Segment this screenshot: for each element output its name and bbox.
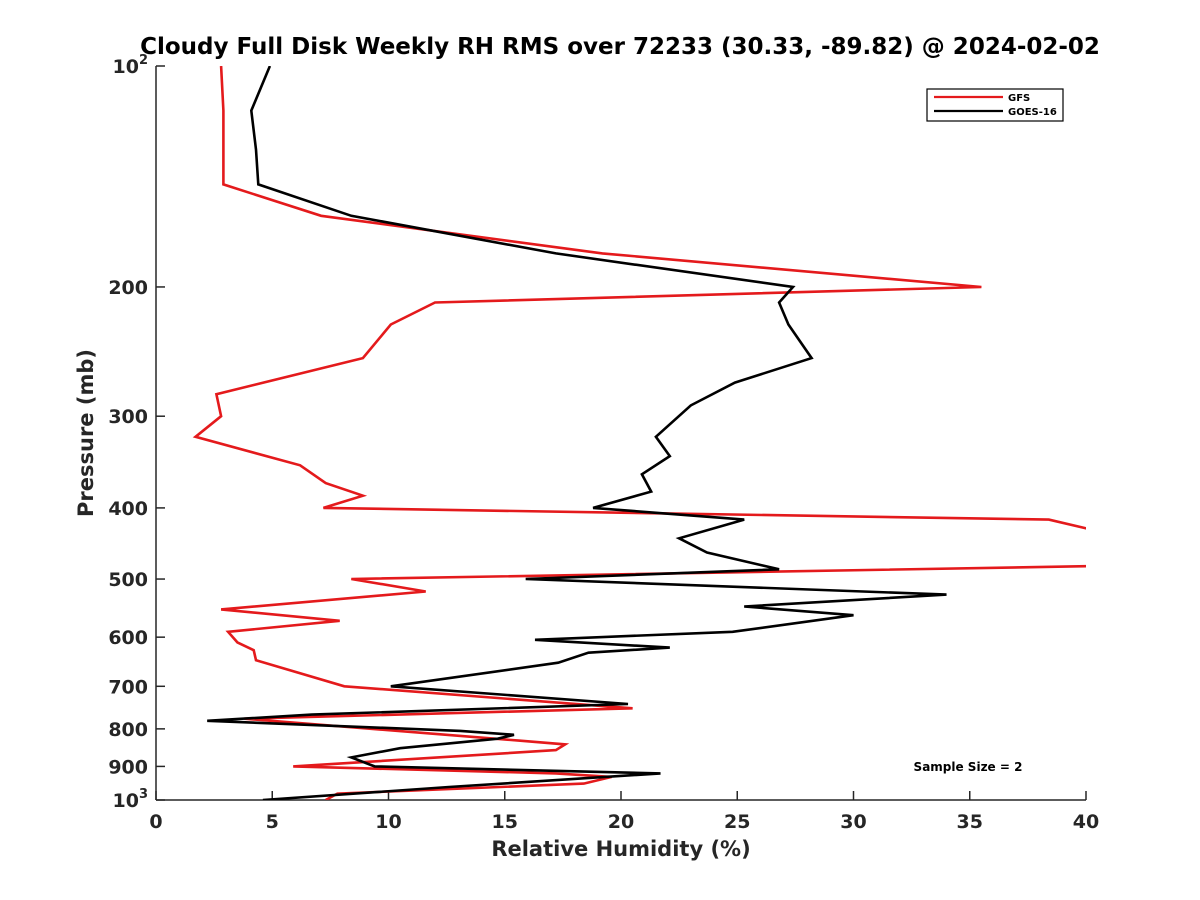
y-tick-label: 600 — [108, 627, 148, 649]
y-tick-label: 103 — [113, 787, 149, 812]
y-tick-label: 700 — [108, 676, 148, 698]
x-axis-label: Relative Humidity (%) — [491, 837, 750, 861]
x-tick-label: 40 — [1073, 811, 1099, 833]
x-tick-label: 35 — [957, 811, 983, 833]
y-tick-label: 400 — [108, 498, 148, 520]
y-tick-label: 102 — [113, 53, 149, 78]
sample-size-annotation: Sample Size = 2 — [914, 760, 1023, 774]
x-tick-label: 25 — [724, 811, 750, 833]
x-tick-label: 5 — [266, 811, 279, 833]
legend-label-gfs: GFS — [1008, 93, 1030, 104]
series-line-gfs — [192, 66, 1086, 800]
legend-box — [926, 88, 1064, 122]
legend: GFS GOES-16 — [926, 88, 1064, 122]
y-tick-exponent: 2 — [139, 53, 148, 68]
y-tick-label: 900 — [108, 756, 148, 778]
legend-label-goes16: GOES-16 — [1008, 107, 1057, 118]
x-tick-label: 10 — [375, 811, 401, 833]
x-axis-ticks: 0 5 10 15 20 25 30 35 40 — [149, 791, 1099, 833]
y-tick-label: 200 — [108, 277, 148, 299]
series-lines — [192, 66, 1086, 800]
y-tick-label: 300 — [108, 406, 148, 428]
x-tick-label: 30 — [840, 811, 866, 833]
x-tick-label: 0 — [149, 811, 162, 833]
y-tick-base: 10 — [113, 56, 139, 78]
y-tick-exponent: 3 — [139, 787, 148, 802]
x-tick-label: 15 — [492, 811, 518, 833]
series-line-goes16 — [207, 66, 947, 800]
chart-title: Cloudy Full Disk Weekly RH RMS over 7223… — [140, 34, 1100, 60]
y-axis-label: Pressure (mb) — [74, 349, 98, 517]
y-tick-base: 10 — [113, 790, 139, 812]
x-tick-label: 20 — [608, 811, 634, 833]
axes — [155, 66, 1086, 801]
y-tick-label: 800 — [108, 719, 148, 741]
y-tick-label: 500 — [108, 569, 148, 591]
